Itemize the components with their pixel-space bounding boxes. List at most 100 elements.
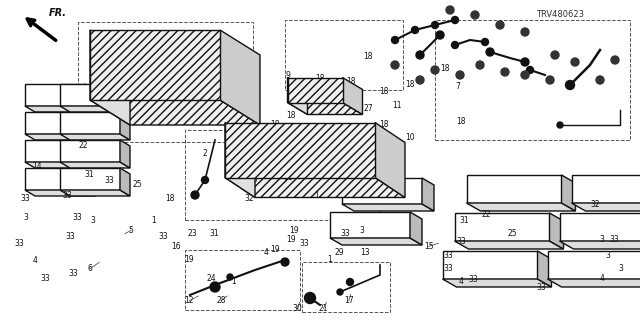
Polygon shape xyxy=(60,168,120,190)
Polygon shape xyxy=(120,168,130,196)
Text: 22: 22 xyxy=(79,141,88,150)
Circle shape xyxy=(521,71,529,79)
Text: 21: 21 xyxy=(319,304,328,313)
Text: 33: 33 xyxy=(40,274,50,283)
Circle shape xyxy=(546,76,554,84)
Text: 18: 18 xyxy=(380,87,388,96)
Text: 9: 9 xyxy=(285,71,291,80)
Polygon shape xyxy=(90,100,260,125)
Polygon shape xyxy=(442,279,552,287)
Text: 18: 18 xyxy=(287,111,296,120)
Polygon shape xyxy=(467,175,561,203)
Text: 32: 32 xyxy=(214,93,224,102)
Text: 31: 31 xyxy=(209,229,220,238)
Text: 28: 28 xyxy=(216,296,225,305)
Text: 19: 19 xyxy=(270,245,280,254)
Text: 16: 16 xyxy=(171,242,181,251)
Text: 14: 14 xyxy=(32,162,42,171)
Text: 33: 33 xyxy=(68,269,79,278)
Text: 18: 18 xyxy=(316,74,324,83)
Circle shape xyxy=(521,58,529,66)
Circle shape xyxy=(527,67,534,74)
Text: 32: 32 xyxy=(590,200,600,209)
Text: 33: 33 xyxy=(299,239,309,248)
Text: 5: 5 xyxy=(129,226,134,235)
Bar xyxy=(78,22,253,142)
Text: 7: 7 xyxy=(455,82,460,91)
Polygon shape xyxy=(25,140,85,162)
Text: 18: 18 xyxy=(239,148,248,156)
Polygon shape xyxy=(410,212,422,245)
Circle shape xyxy=(431,66,439,74)
Circle shape xyxy=(416,76,424,84)
Text: 26: 26 xyxy=(299,141,309,150)
Bar xyxy=(285,20,403,90)
Circle shape xyxy=(486,48,494,56)
Polygon shape xyxy=(25,168,85,190)
Circle shape xyxy=(281,258,289,266)
Polygon shape xyxy=(467,203,575,211)
Circle shape xyxy=(191,191,199,199)
Circle shape xyxy=(392,36,399,44)
Text: 18: 18 xyxy=(380,120,388,129)
Text: TRV480623: TRV480623 xyxy=(536,10,584,19)
Circle shape xyxy=(501,68,509,76)
Circle shape xyxy=(566,81,575,90)
Polygon shape xyxy=(90,30,130,125)
Polygon shape xyxy=(454,213,550,241)
Text: 19: 19 xyxy=(289,226,300,235)
Text: 33: 33 xyxy=(20,194,31,203)
Polygon shape xyxy=(559,213,640,241)
Polygon shape xyxy=(287,102,362,115)
Circle shape xyxy=(451,17,458,23)
Text: 2: 2 xyxy=(202,149,207,158)
Circle shape xyxy=(456,71,464,79)
Polygon shape xyxy=(25,112,85,134)
Circle shape xyxy=(305,292,316,303)
Text: 3: 3 xyxy=(618,264,623,273)
Polygon shape xyxy=(60,106,130,112)
Text: 15: 15 xyxy=(424,242,434,251)
Polygon shape xyxy=(85,84,95,112)
Text: 26: 26 xyxy=(292,152,303,161)
Text: 18: 18 xyxy=(456,117,465,126)
Polygon shape xyxy=(225,123,375,178)
Polygon shape xyxy=(85,168,95,196)
Polygon shape xyxy=(120,112,130,140)
Text: 3: 3 xyxy=(90,216,95,225)
Polygon shape xyxy=(25,162,95,168)
Text: 22: 22 xyxy=(482,210,491,219)
Text: 30: 30 xyxy=(292,304,303,313)
Text: 32: 32 xyxy=(232,101,242,110)
Text: FR.: FR. xyxy=(49,8,67,18)
Text: 31: 31 xyxy=(459,216,469,225)
Polygon shape xyxy=(60,162,130,168)
Text: 18: 18 xyxy=(248,175,257,184)
Circle shape xyxy=(227,274,233,280)
Text: 8: 8 xyxy=(260,159,265,168)
Circle shape xyxy=(436,31,444,39)
Polygon shape xyxy=(60,112,120,134)
Polygon shape xyxy=(547,279,640,287)
Text: 4: 4 xyxy=(33,256,38,265)
Polygon shape xyxy=(342,204,434,211)
Text: 3: 3 xyxy=(605,252,611,260)
Circle shape xyxy=(571,58,579,66)
Polygon shape xyxy=(225,123,255,197)
Circle shape xyxy=(551,51,559,59)
Circle shape xyxy=(431,21,438,28)
Polygon shape xyxy=(25,106,95,112)
Polygon shape xyxy=(538,251,552,287)
Text: 4: 4 xyxy=(599,274,604,283)
Text: 13: 13 xyxy=(360,248,370,257)
Polygon shape xyxy=(85,112,95,140)
Text: 29: 29 xyxy=(334,248,344,257)
Text: 17: 17 xyxy=(344,296,354,305)
Text: 33: 33 xyxy=(62,191,72,200)
Polygon shape xyxy=(287,77,307,115)
Text: 33: 33 xyxy=(340,229,351,238)
Polygon shape xyxy=(547,251,640,279)
Text: 33: 33 xyxy=(468,276,479,284)
Text: 32: 32 xyxy=(244,194,255,203)
Text: 1: 1 xyxy=(327,255,332,264)
